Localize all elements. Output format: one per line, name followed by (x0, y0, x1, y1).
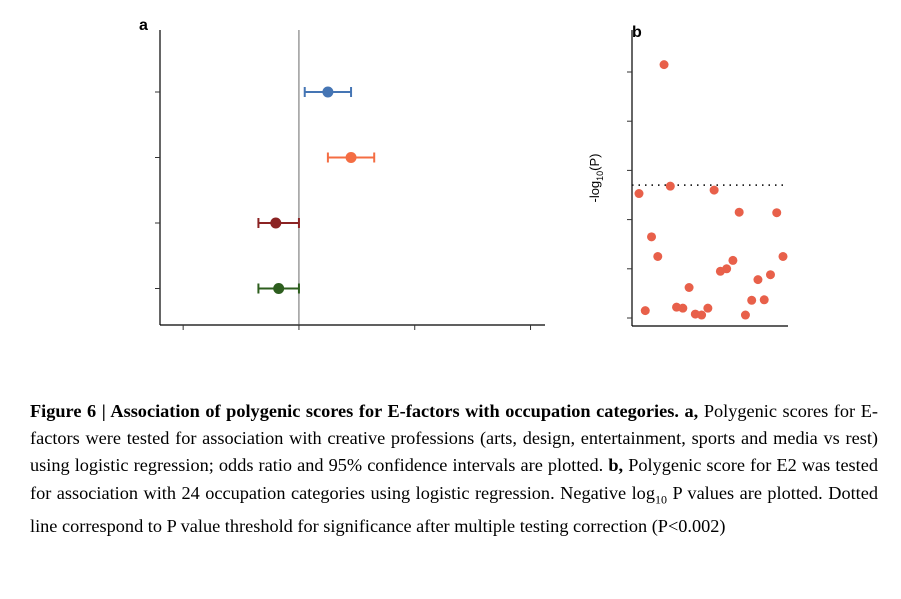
occupation-point (634, 189, 644, 199)
occupation-point (778, 252, 788, 261)
caption-a-label: a, (684, 401, 699, 421)
odds-ratio-point (273, 283, 285, 294)
occupation-point (640, 306, 650, 316)
occupation-point (772, 208, 782, 218)
caption-b-text-1: Polygenic score for E2 was tested for as… (30, 455, 878, 503)
panel-a-letter: a (139, 17, 148, 34)
odds-ratio-point (322, 86, 334, 98)
occupation-point (684, 282, 694, 292)
panel-b-letter: b (632, 24, 642, 41)
occupation-point (734, 207, 744, 217)
figure-label: Figure 6 | Association of polygenic scor… (30, 401, 679, 421)
occupation-point (659, 60, 669, 70)
odds-ratio-point (345, 152, 357, 163)
occupation-point (697, 310, 707, 320)
panel-a-plot (155, 30, 545, 330)
occupation-point (728, 255, 738, 265)
occupation-point (709, 185, 719, 195)
caption-a-text: Polygenic scores for E-factors were test… (30, 401, 878, 476)
occupation-point (765, 270, 775, 280)
caption-b-text-2: P values are plotted. Dotted line corres… (30, 482, 878, 537)
occupation-point (665, 181, 675, 191)
occupation-point (753, 275, 763, 285)
caption-b-label: b, (608, 455, 624, 476)
occupation-point (740, 310, 750, 320)
occupation-point (759, 295, 769, 305)
occupation-point (722, 264, 732, 274)
figure-canvas: a b -log10(P) (139, 17, 788, 330)
occupation-point (703, 303, 713, 313)
figure-caption: Figure 6 | Association of polygenic scor… (30, 398, 878, 541)
occupation-point (653, 252, 663, 261)
caption-b-subscript: 10 (654, 492, 667, 507)
y-axis-label: -log10(P) (587, 153, 605, 202)
occupation-point (747, 295, 757, 305)
odds-ratio-point (270, 217, 282, 229)
occupation-point (678, 303, 688, 313)
occupation-point (647, 232, 657, 242)
panel-b-plot: -log10(P) (587, 30, 788, 327)
